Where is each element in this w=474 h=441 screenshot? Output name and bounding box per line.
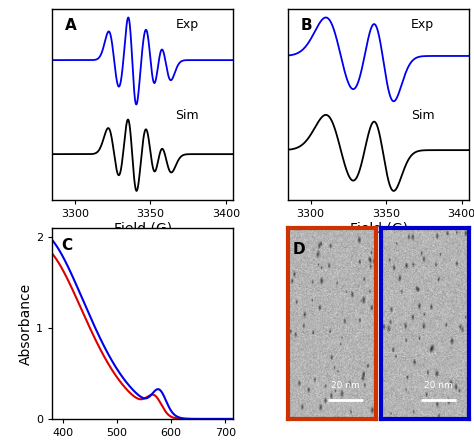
Text: 20 nm: 20 nm xyxy=(424,381,453,390)
Text: Sim: Sim xyxy=(411,109,435,123)
X-axis label: Field (G): Field (G) xyxy=(114,221,172,235)
Text: 20 nm: 20 nm xyxy=(331,381,360,390)
Text: Exp: Exp xyxy=(175,18,199,31)
Text: B: B xyxy=(301,19,312,34)
Text: A: A xyxy=(65,19,77,34)
Text: Sim: Sim xyxy=(175,109,199,123)
Text: Exp: Exp xyxy=(411,18,434,31)
X-axis label: Field (G): Field (G) xyxy=(349,221,408,235)
Y-axis label: Absorbance: Absorbance xyxy=(19,283,33,365)
Text: D: D xyxy=(292,242,305,257)
Text: C: C xyxy=(61,238,73,253)
